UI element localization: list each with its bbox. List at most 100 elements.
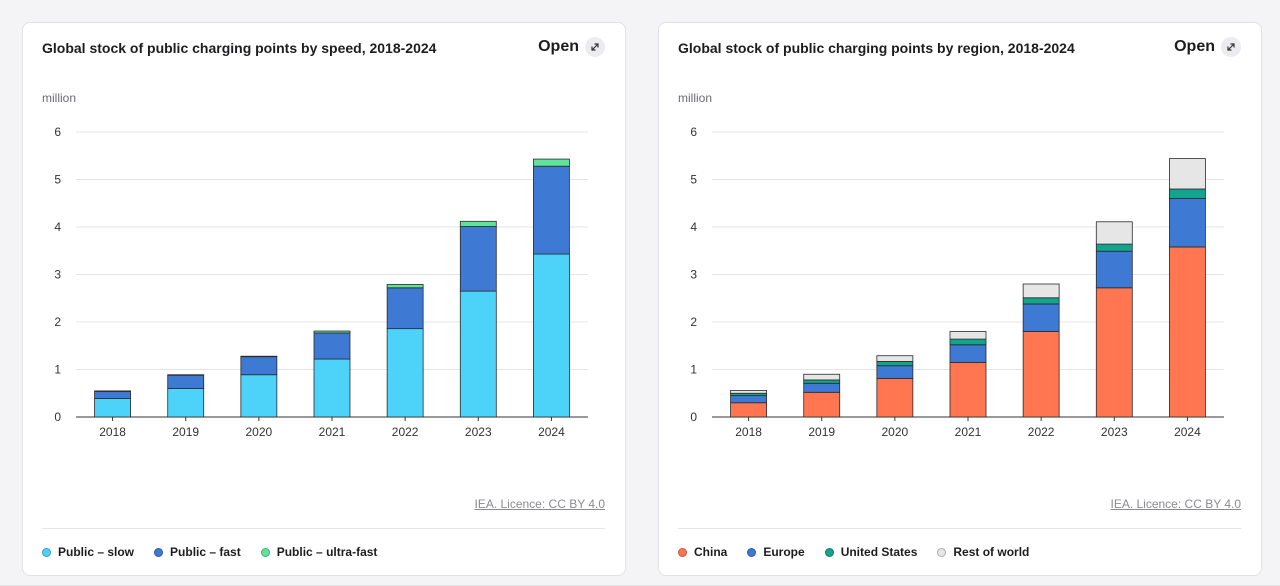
bar-segment <box>313 330 351 334</box>
bar-segment <box>459 220 497 227</box>
bar-segment <box>1095 243 1133 252</box>
legend-swatch <box>678 547 687 557</box>
bar-segment <box>167 374 205 389</box>
x-tick-label: 2024 <box>1174 425 1201 439</box>
legend-swatch <box>747 547 757 557</box>
bar-segment <box>94 390 131 399</box>
bar-segment <box>533 158 570 167</box>
open-button[interactable]: Open <box>1174 37 1241 57</box>
y-axis-unit-label: million <box>678 91 713 105</box>
open-button[interactable]: Open <box>538 37 605 57</box>
x-tick-label: 2020 <box>246 425 273 439</box>
bar-segment <box>1169 188 1206 199</box>
bar-segment <box>730 389 767 394</box>
legend-label: Europe <box>763 545 805 559</box>
bar-chart-speed: 0 1 2 3 4 5 6 2018 2019 2020 2021 2022 2023 2024 <box>54 125 588 439</box>
open-button-label: Open <box>538 38 579 55</box>
legend-swatch <box>154 547 164 557</box>
x-tick-label: 2024 <box>538 425 565 439</box>
bar-segment <box>1022 331 1060 418</box>
legend-item[interactable]: Rest of world <box>937 545 1029 559</box>
y-tick-label: 4 <box>54 220 61 234</box>
legend-item[interactable]: China <box>678 545 727 559</box>
expand-icon <box>1221 37 1241 57</box>
y-tick-label: 5 <box>54 173 61 187</box>
y-tick-label: 1 <box>54 363 61 377</box>
legend-item[interactable]: United States <box>824 545 917 559</box>
licence-link[interactable]: IEA. Licence: CC BY 4.0 <box>1110 497 1241 511</box>
bar-segment <box>1022 283 1060 299</box>
chart-legend: China Europe United States Rest of world <box>678 545 1029 559</box>
bar-segment <box>876 378 914 418</box>
bar-chart-region: 0 1 2 3 4 5 6 2018 2019 2020 2021 2022 2023 2024 <box>690 125 1224 439</box>
legend-label: China <box>694 545 728 559</box>
y-tick-label: 0 <box>54 410 61 424</box>
y-axis-unit-label: million <box>42 91 77 105</box>
legend-swatch <box>937 547 947 557</box>
y-tick-label: 6 <box>690 125 697 139</box>
x-tick-label: 2021 <box>319 425 346 439</box>
divider <box>678 528 1241 529</box>
bar-segment <box>94 398 131 418</box>
y-tick-label: 0 <box>690 410 697 424</box>
bar-segment <box>386 287 424 330</box>
bar-segment <box>167 388 205 418</box>
bar-segment <box>1095 250 1133 289</box>
bar-segment <box>876 365 914 379</box>
open-button-label: Open <box>1174 38 1215 55</box>
legend-label: Public – slow <box>58 545 135 559</box>
legend-swatch <box>260 547 270 557</box>
bar-segment <box>730 402 767 418</box>
bar-segment <box>876 355 914 362</box>
legend-label: Public – fast <box>170 545 241 559</box>
x-tick-label: 2019 <box>808 425 835 439</box>
legend-item[interactable]: Public – slow <box>42 545 134 559</box>
legend-label: Rest of world <box>953 545 1030 559</box>
bar-segment <box>1022 297 1060 305</box>
bar-segment <box>533 253 570 418</box>
bar-segment <box>730 395 767 404</box>
bar-segment <box>1022 303 1060 332</box>
bar-segment <box>240 356 278 376</box>
chart-title: Global stock of public charging points b… <box>678 40 1075 56</box>
chart-legend: Public – slow Public – fast Public – ultra… <box>42 545 377 559</box>
bar-segment <box>876 361 914 367</box>
bar-segment <box>803 373 841 381</box>
y-tick-label: 2 <box>690 315 697 329</box>
x-tick-label: 2020 <box>882 425 909 439</box>
bar-segment <box>949 338 987 346</box>
bar-segment <box>459 290 497 418</box>
bar-segment <box>1169 198 1206 248</box>
bar-segment <box>533 165 570 255</box>
x-tick-label: 2018 <box>735 425 762 439</box>
y-tick-label: 6 <box>54 125 61 139</box>
bar-segment <box>386 284 424 289</box>
chart-card-speed: Global stock of public charging points b… <box>22 22 626 576</box>
chart-card-region: Global stock of public charging points b… <box>658 22 1262 576</box>
bar-segment <box>949 331 987 340</box>
bar-segment <box>949 344 987 363</box>
chart-title: Global stock of public charging points b… <box>42 40 437 56</box>
licence-link[interactable]: IEA. Licence: CC BY 4.0 <box>474 497 605 511</box>
y-tick-label: 1 <box>690 363 697 377</box>
bar-segment <box>386 328 424 418</box>
bar-segment <box>240 374 278 418</box>
y-tick-label: 2 <box>54 315 61 329</box>
legend-item[interactable]: Public – ultra-fast <box>260 545 378 559</box>
legend-item[interactable]: Public – fast <box>154 545 241 559</box>
bar-segment <box>1169 158 1206 190</box>
y-tick-label: 5 <box>690 173 697 187</box>
x-tick-label: 2023 <box>465 425 492 439</box>
bar-segment <box>803 379 841 384</box>
legend-swatch <box>824 547 834 557</box>
y-tick-label: 4 <box>690 220 697 234</box>
y-tick-label: 3 <box>54 268 61 282</box>
bar-segment <box>313 358 351 418</box>
expand-icon <box>585 37 605 57</box>
bar-segment <box>803 382 841 393</box>
divider <box>42 528 605 529</box>
bar-segment <box>803 391 841 418</box>
legend-item[interactable]: Europe <box>747 545 805 559</box>
legend-label: Public – ultra-fast <box>276 545 378 559</box>
bar-segment <box>240 355 278 358</box>
